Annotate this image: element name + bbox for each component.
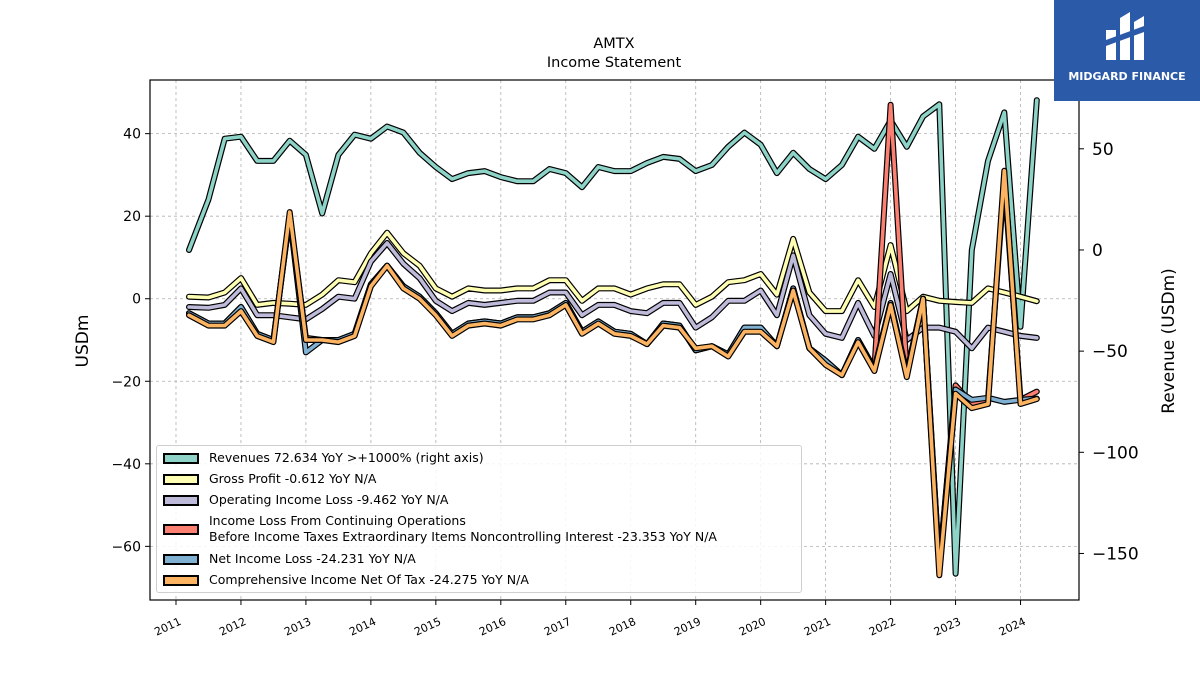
x-tick-label: 2019 [672, 615, 703, 639]
y-axis-label-left: USDm [73, 315, 93, 368]
right-tick-label: 50 [1092, 140, 1114, 160]
legend-swatch [163, 494, 199, 506]
legend-item-gross-profit: Gross Profit -0.612 YoY N/A [163, 471, 376, 487]
legend-item-comprehensive-income: Comprehensive Income Net Of Tax -24.275 … [163, 572, 529, 588]
x-tick-label: 2015 [412, 615, 443, 639]
left-tick-label: 40 [123, 127, 141, 143]
right-tick-label: −150 [1092, 544, 1139, 564]
series-line [187, 98, 1039, 576]
right-tick-label: −100 [1092, 443, 1139, 463]
left-tick-label: −60 [111, 539, 141, 555]
chart-title: AMTX [593, 36, 634, 52]
plot-frame [149, 79, 1080, 601]
right-tick-label: 0 [1092, 241, 1103, 261]
right-tick-label: −50 [1092, 342, 1128, 362]
left-tick-label: 20 [123, 209, 141, 225]
x-tick-label: 2017 [542, 615, 573, 639]
legend-swatch [163, 473, 199, 485]
left-tick-label: 0 [132, 292, 141, 308]
legend: Revenues 72.634 YoY >+1000% (right axis)… [156, 445, 802, 593]
x-tick-label: 2013 [282, 615, 313, 639]
legend-swatch [163, 452, 199, 464]
logo-mark-icon [1106, 12, 1144, 60]
brand-name: MIDGARD FINANCE [1068, 70, 1186, 83]
right-axis-ticks: 50 0 −50 −100 −150 [1079, 140, 1139, 564]
left-tick-label: −20 [111, 374, 141, 390]
x-tick-label: 2018 [607, 615, 638, 639]
legend-label: Comprehensive Income Net Of Tax -24.275 … [209, 572, 529, 587]
series-line [187, 169, 1039, 578]
x-tick-label: 2022 [867, 615, 898, 639]
legend-item-revenues: Revenues 72.634 YoY >+1000% (right axis) [163, 450, 484, 466]
x-axis-ticks: 2011 2012 2013 2014 2015 2016 2017 2018 2019 2020… [152, 600, 1028, 639]
legend-label: Gross Profit -0.612 YoY N/A [209, 471, 377, 486]
brand-logo: MIDGARD FINANCE [1054, 0, 1200, 101]
x-tick-label: 2023 [932, 615, 963, 639]
x-tick-label: 2011 [152, 615, 183, 639]
legend-label: Operating Income Loss -9.462 YoY N/A [209, 492, 449, 507]
series-line [187, 230, 1039, 313]
chart-subtitle: Income Statement [547, 55, 682, 71]
x-tick-label: 2024 [997, 615, 1028, 639]
left-axis-ticks: 40 20 0 −20 −40 −60 [111, 127, 150, 555]
left-tick-label: −40 [111, 457, 141, 473]
x-tick-label: 2012 [217, 615, 248, 639]
series-line [187, 241, 1039, 351]
x-tick-label: 2021 [802, 615, 833, 639]
legend-item-operating-income: Operating Income Loss -9.462 YoY N/A [163, 492, 448, 508]
x-tick-label: 2016 [477, 615, 508, 639]
legend-label: Net Income Loss -24.231 YoY N/A [209, 551, 416, 566]
y-axis-label-right: Revenue (USDm) [1159, 268, 1179, 414]
legend-swatch [163, 523, 199, 535]
series-lines [186, 97, 1040, 579]
legend-label: Revenues 72.634 YoY >+1000% (right axis) [209, 450, 484, 465]
x-tick-label: 2020 [737, 615, 768, 639]
x-tick-label: 2014 [347, 615, 378, 639]
legend-swatch [163, 553, 199, 565]
legend-label: Income Loss From Continuing Operations B… [209, 513, 717, 544]
legend-swatch [163, 574, 199, 586]
legend-item-income-continuing-ops: Income Loss From Continuing Operations B… [163, 513, 717, 545]
legend-item-net-income: Net Income Loss -24.231 YoY N/A [163, 551, 416, 567]
